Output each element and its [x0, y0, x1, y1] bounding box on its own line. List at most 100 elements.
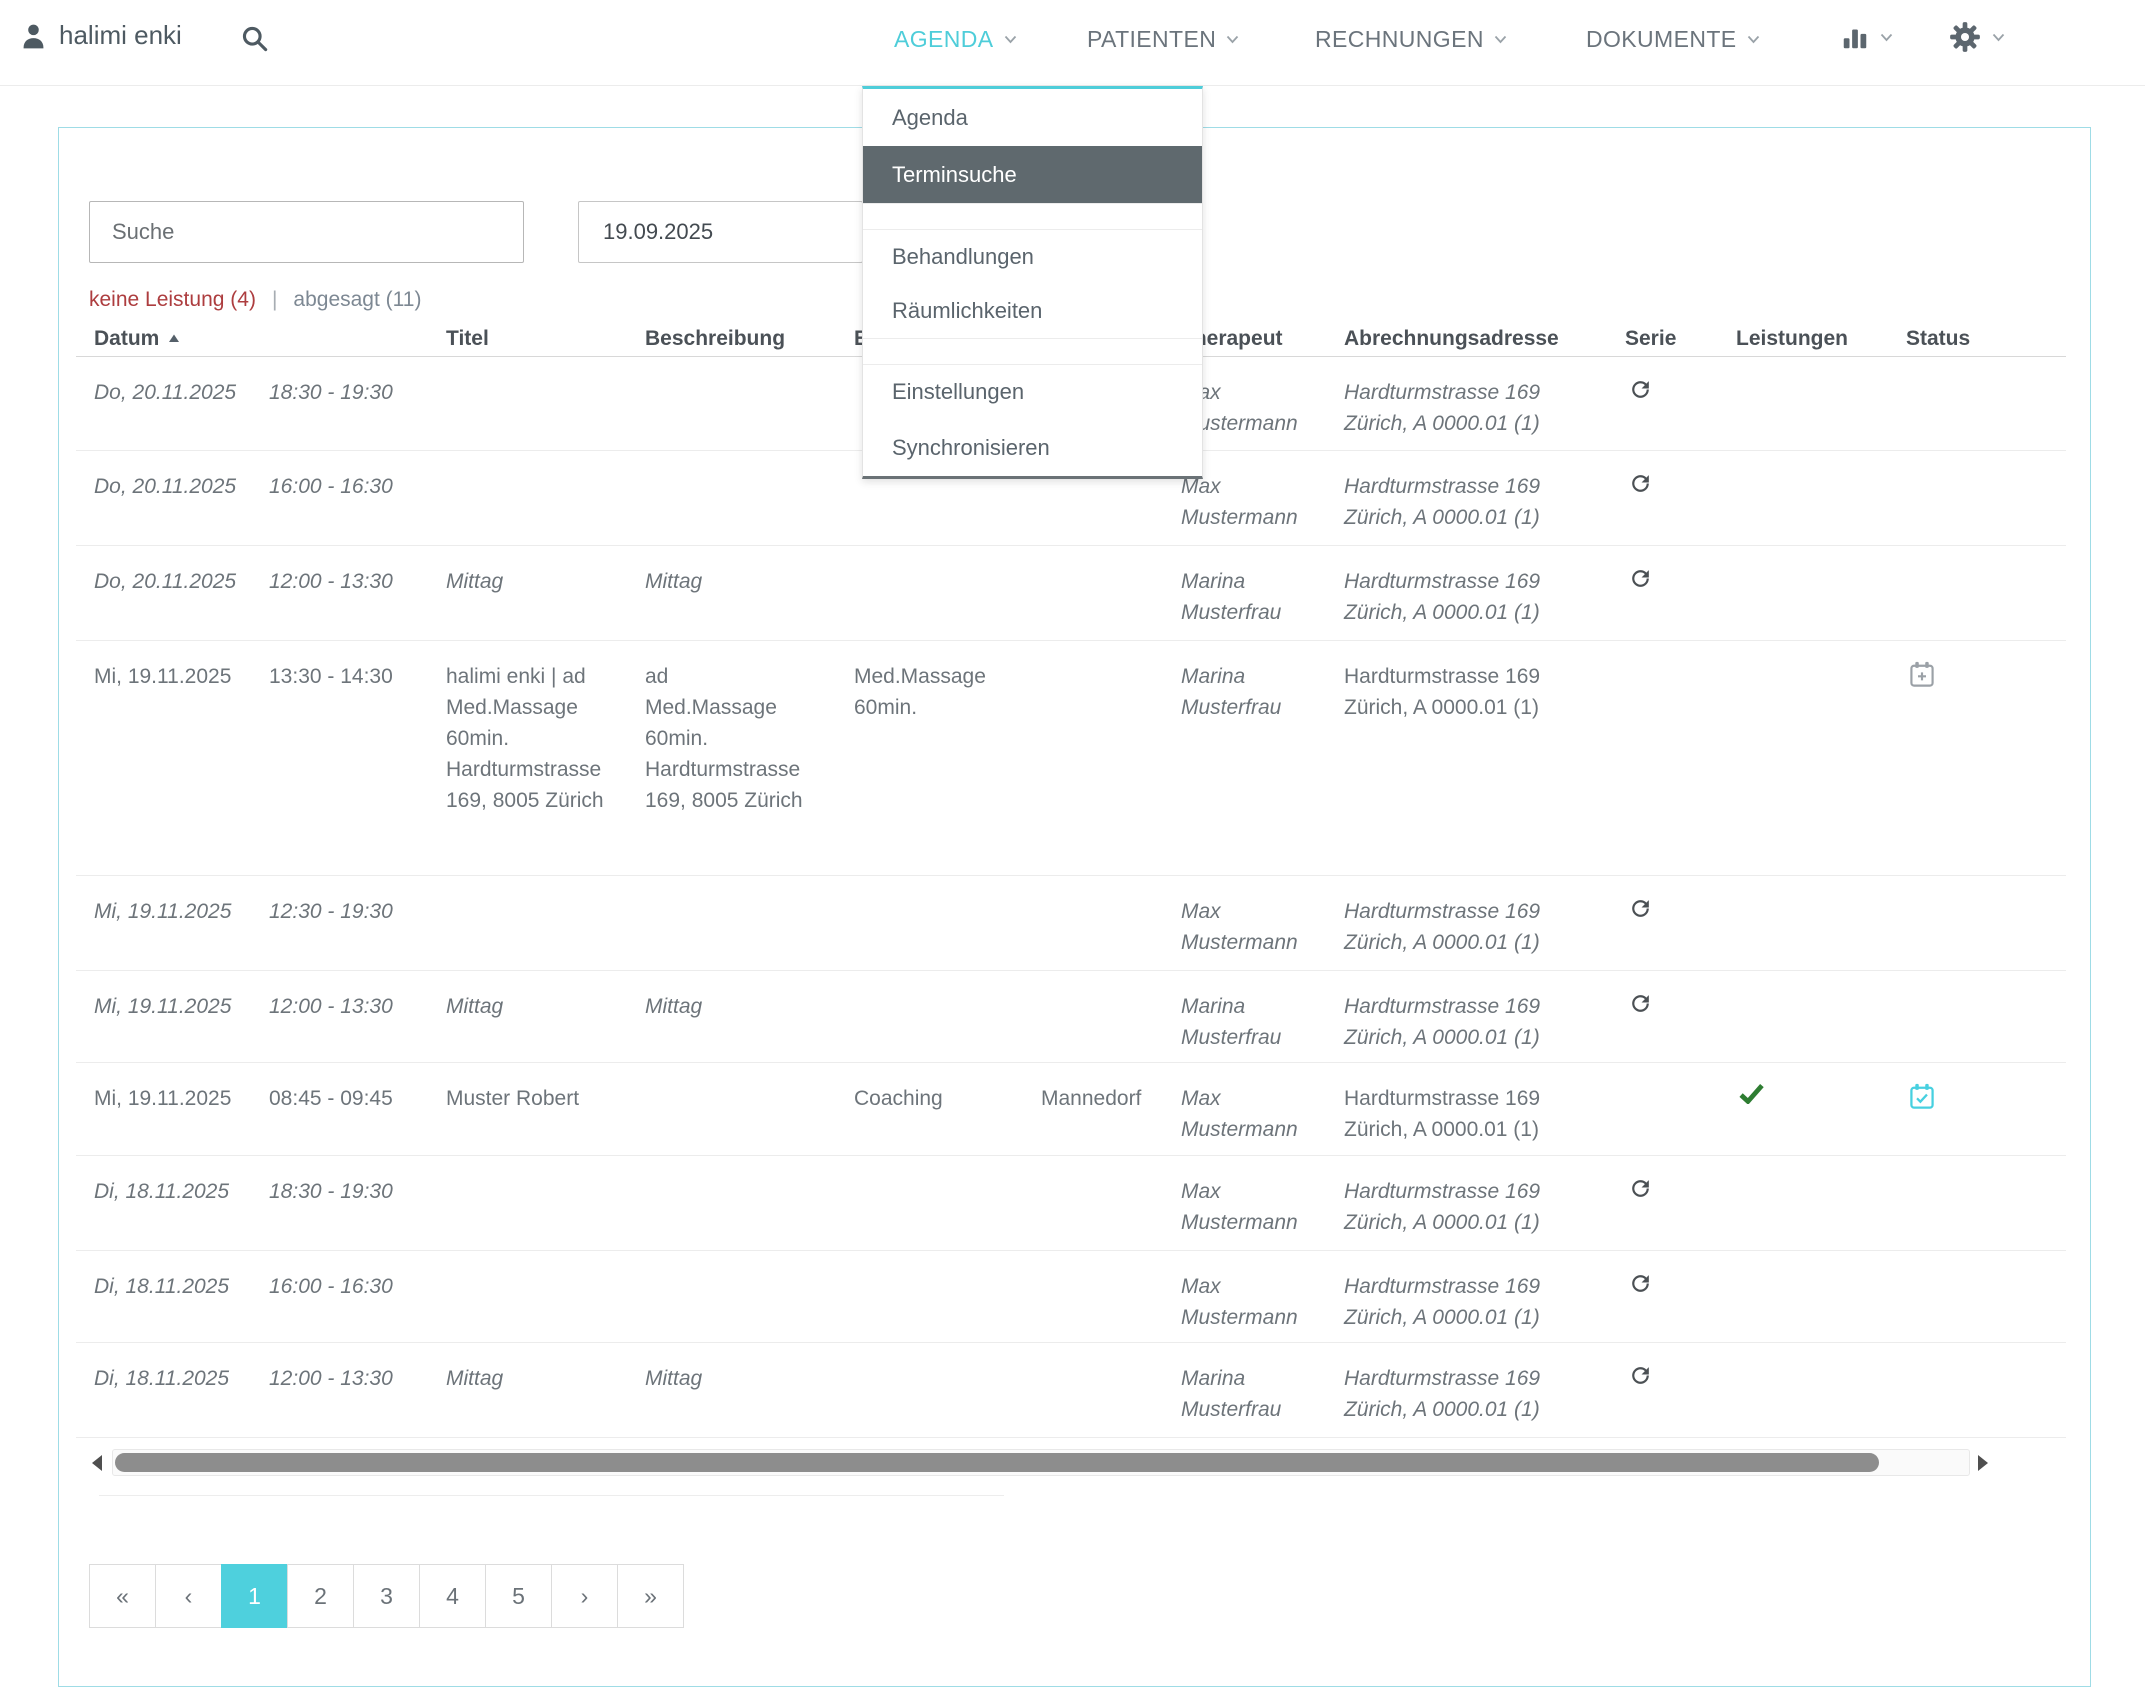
chevron-down-icon — [1494, 35, 1507, 44]
cell-serie — [1625, 471, 1736, 496]
menu-item-agenda[interactable]: Agenda — [892, 105, 968, 130]
search-input[interactable] — [89, 201, 524, 263]
nav-item-settings[interactable] — [1948, 20, 2005, 54]
appointment-date: Do, 20.11.2025 — [94, 381, 237, 404]
cell-datum: Do, 20.11.2025 16:00 - 16:30 — [94, 471, 446, 502]
search-icon[interactable] — [240, 24, 269, 53]
scrollbar-track[interactable] — [112, 1449, 1970, 1476]
appointment-date: Mi, 19.11.2025 — [94, 995, 232, 1018]
nav-item-rechnungen-label: RECHNUNGEN — [1315, 26, 1484, 52]
appointment-date: Di, 18.11.2025 — [94, 1180, 230, 1203]
appointment-time: 18:30 - 19:30 — [269, 381, 393, 404]
menu-item-synchronisieren[interactable]: Synchronisieren — [892, 435, 1050, 460]
scrollbar-thumb[interactable] — [115, 1453, 1879, 1472]
appointment-time: 12:00 - 13:30 — [269, 1367, 393, 1390]
nav-item-rechnungen[interactable]: RECHNUNGEN — [1315, 26, 1507, 53]
cell-datum: Di, 18.11.2025 12:00 - 13:30 — [94, 1363, 446, 1394]
menu-item-einstellungen[interactable]: Einstellungen — [892, 379, 1025, 404]
col-header-therapeut[interactable]: Therapeut — [1181, 326, 1283, 350]
menu-divider — [863, 203, 1202, 230]
cell-behandlung: Med.Massage 60min. — [854, 665, 986, 719]
nav-item-statistics[interactable] — [1840, 22, 1893, 52]
scroll-left-arrow[interactable] — [92, 1455, 102, 1471]
table-row[interactable]: Di, 18.11.2025 16:00 - 16:30 Max Musterman… — [76, 1251, 2066, 1343]
filter-keine-leistung[interactable]: keine Leistung (4) — [89, 288, 256, 311]
cell-leistungen — [1736, 1083, 1906, 1104]
menu-item-raeumlichkeiten[interactable]: Räumlichkeiten — [892, 298, 1043, 323]
date-input[interactable] — [578, 201, 863, 263]
cell-beschreibung: Mittag — [645, 1367, 703, 1390]
cell-abrechnungsadresse: Hardturmstrasse 169 Zürich, A 0000.01 (1… — [1344, 1367, 1541, 1421]
user-menu[interactable]: halimi enki — [20, 20, 182, 51]
serie-repeat-icon — [1628, 377, 1736, 402]
user-name: halimi enki — [59, 20, 182, 50]
table-row[interactable]: Mi, 19.11.2025 13:30 - 14:30 halimi enki |… — [76, 641, 2066, 876]
nav-item-agenda[interactable]: AGENDA — [894, 26, 1017, 53]
cell-therapeut: Max Mustermann — [1181, 1275, 1298, 1329]
divider — [99, 1495, 1004, 1496]
menu-item-terminsuche[interactable]: Terminsuche — [863, 146, 1202, 203]
table-row[interactable]: Mi, 19.11.2025 12:00 - 13:30 Mittag Mittag M… — [76, 971, 2066, 1063]
menu-item-behandlungen[interactable]: Behandlungen — [892, 244, 1034, 269]
chevron-down-icon — [1226, 35, 1239, 44]
table-row[interactable]: Mi, 19.11.2025 08:45 - 09:45 Muster Robert… — [76, 1063, 2066, 1156]
table-row[interactable]: Do, 20.11.2025 18:30 - 19:30 Max Musterman… — [76, 357, 2066, 451]
filter-abgesagt[interactable]: abgesagt (11) — [293, 288, 422, 311]
cell-titel: Mittag — [446, 995, 504, 1018]
appointment-date: Di, 18.11.2025 — [94, 1367, 230, 1390]
appointment-time: 16:00 - 16:30 — [269, 1275, 393, 1298]
page-last-button[interactable]: » — [617, 1564, 684, 1628]
appointment-time: 08:45 - 09:45 — [269, 1087, 393, 1110]
nav-item-patienten[interactable]: PATIENTEN — [1087, 26, 1239, 53]
cell-abrechnungsadresse: Hardturmstrasse 169 Zürich, A 0000.01 (1… — [1344, 475, 1541, 529]
serie-repeat-icon — [1628, 991, 1736, 1016]
page-button-1[interactable]: 1 — [221, 1564, 288, 1628]
appointment-time: 16:00 - 16:30 — [269, 475, 393, 498]
filter-separator: | — [271, 288, 278, 311]
col-header-status[interactable]: Status — [1906, 326, 1971, 350]
chevron-down-icon — [1992, 33, 2005, 42]
nav-item-agenda-label: AGENDA — [894, 26, 994, 52]
page-next-button[interactable]: › — [551, 1564, 618, 1628]
cell-status — [1906, 1083, 2066, 1110]
cell-datum: Mi, 19.11.2025 12:00 - 13:30 — [94, 991, 446, 1022]
col-header-datum[interactable]: Datum — [94, 321, 446, 356]
cell-titel: Muster Robert — [446, 1087, 580, 1110]
cell-datum: Mi, 19.11.2025 08:45 - 09:45 — [94, 1083, 446, 1114]
table-row[interactable]: Do, 20.11.2025 12:00 - 13:30 Mittag Mittag M… — [76, 546, 2066, 641]
page-first-button[interactable]: « — [89, 1564, 156, 1628]
serie-repeat-icon — [1628, 471, 1736, 496]
cell-serie — [1625, 991, 1736, 1016]
cell-datum: Mi, 19.11.2025 13:30 - 14:30 — [94, 661, 446, 692]
page-button-2[interactable]: 2 — [287, 1564, 354, 1628]
serie-repeat-icon — [1628, 1363, 1736, 1388]
cell-serie — [1625, 377, 1736, 402]
appointment-time: 12:00 - 13:30 — [269, 570, 393, 593]
col-header-abrechnungsadresse[interactable]: Abrechnungsadresse — [1344, 326, 1559, 350]
page-prev-button[interactable]: ‹ — [155, 1564, 222, 1628]
col-header-leistungen[interactable]: Leistungen — [1736, 326, 1849, 350]
cell-titel: halimi enki | ad Med.Massage 60min. Hard… — [446, 665, 604, 812]
table-row[interactable]: Do, 20.11.2025 16:00 - 16:30 Max Musterman… — [76, 451, 2066, 546]
pagination: « ‹ 1 2 3 4 5 › » — [89, 1564, 684, 1628]
filter-bar: keine Leistung (4) | abgesagt (11) — [89, 284, 421, 316]
col-header-beschreibung[interactable]: Beschreibung — [645, 326, 786, 350]
cell-abrechnungsadresse: Hardturmstrasse 169 Zürich, A 0000.01 (1… — [1344, 570, 1541, 624]
page-button-3[interactable]: 3 — [353, 1564, 420, 1628]
table-row[interactable]: Di, 18.11.2025 12:00 - 13:30 Mittag Mittag M… — [76, 1343, 2066, 1438]
page-button-4[interactable]: 4 — [419, 1564, 486, 1628]
page-button-5[interactable]: 5 — [485, 1564, 552, 1628]
appointment-time: 12:30 - 19:30 — [269, 900, 393, 923]
cell-abrechnungsadresse: Hardturmstrasse 169 Zürich, A 0000.01 (1… — [1344, 1275, 1541, 1329]
col-header-titel[interactable]: Titel — [446, 326, 489, 350]
table-row[interactable]: Di, 18.11.2025 18:30 - 19:30 Max Musterman… — [76, 1156, 2066, 1251]
table-row[interactable]: Mi, 19.11.2025 12:30 - 19:30 Max Musterman… — [76, 876, 2066, 971]
nav-item-dokumente[interactable]: DOKUMENTE — [1586, 26, 1760, 53]
appointment-date: Mi, 19.11.2025 — [94, 900, 232, 923]
col-header-serie[interactable]: Serie — [1625, 326, 1677, 350]
cell-therapeut: Marina Musterfrau — [1181, 570, 1282, 624]
scroll-right-arrow[interactable] — [1978, 1455, 1988, 1471]
cell-therapeut: Marina Musterfrau — [1181, 665, 1282, 719]
appointment-date: Mi, 19.11.2025 — [94, 665, 232, 688]
cell-abrechnungsadresse: Hardturmstrasse 169 Zürich, A 0000.01 (1… — [1344, 665, 1541, 719]
